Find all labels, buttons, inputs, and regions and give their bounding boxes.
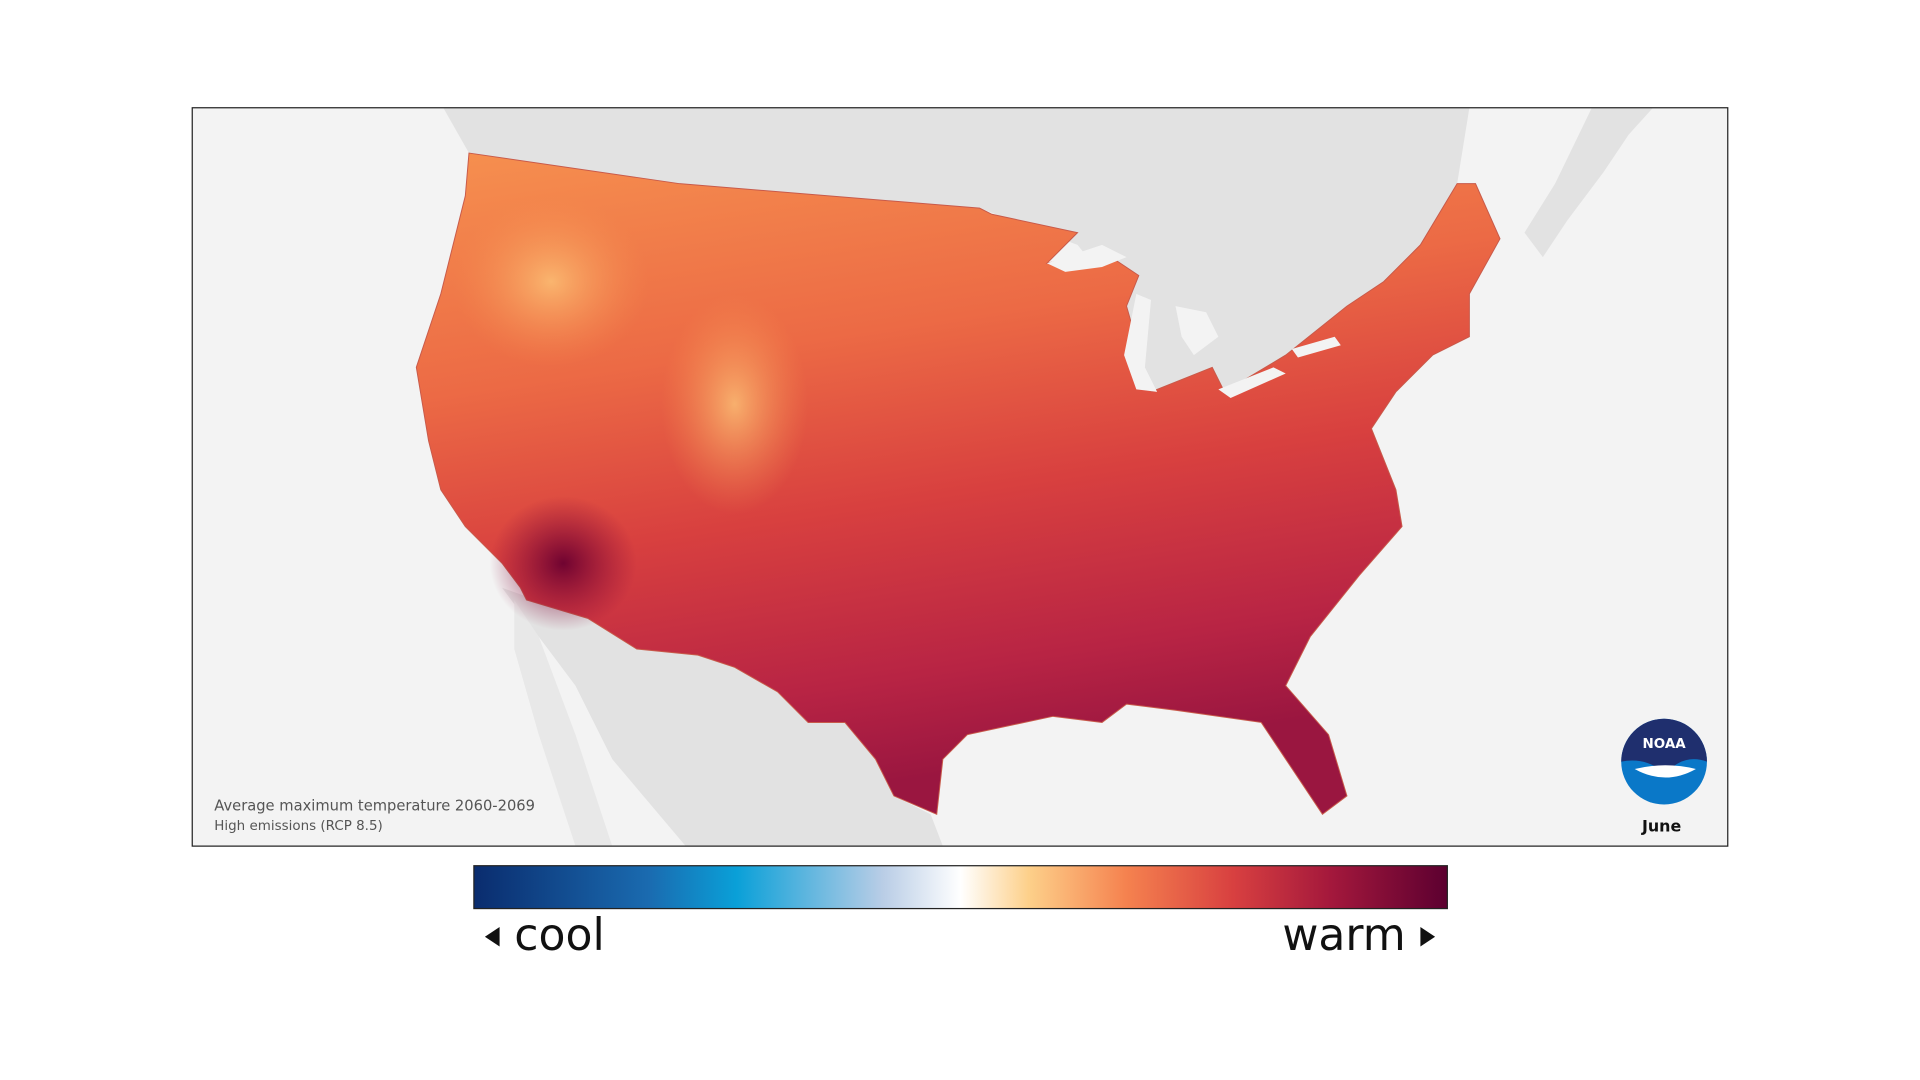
legend-high-label: warm [1282, 910, 1405, 961]
logo-top [1621, 718, 1707, 774]
cool-arrow [484, 926, 500, 947]
lake-michigan [1124, 293, 1158, 392]
lake-ontario [1291, 336, 1341, 358]
lake-huron [1175, 306, 1219, 356]
canada [443, 107, 1470, 392]
mountain-cool [453, 195, 649, 368]
lake-erie [1218, 367, 1286, 398]
mexico [502, 587, 943, 847]
noaa-logo: NOAA [1621, 718, 1707, 805]
logo-text: NOAA [1642, 737, 1686, 752]
legend-low-label: cool [514, 910, 604, 961]
map-caption: Average maximum temperature 2060-2069 [214, 798, 535, 815]
map-frame [191, 107, 1729, 847]
map-subcaption: High emissions (RCP 8.5) [214, 819, 382, 834]
warm-arrow [1420, 926, 1436, 947]
logo-gull [1634, 765, 1696, 778]
canada-east [1524, 107, 1654, 258]
southwest-hotspot [489, 495, 637, 631]
baja [514, 600, 613, 847]
rockies-cool [661, 293, 809, 515]
color-bar [473, 865, 1448, 910]
month-label: June [1641, 816, 1682, 835]
